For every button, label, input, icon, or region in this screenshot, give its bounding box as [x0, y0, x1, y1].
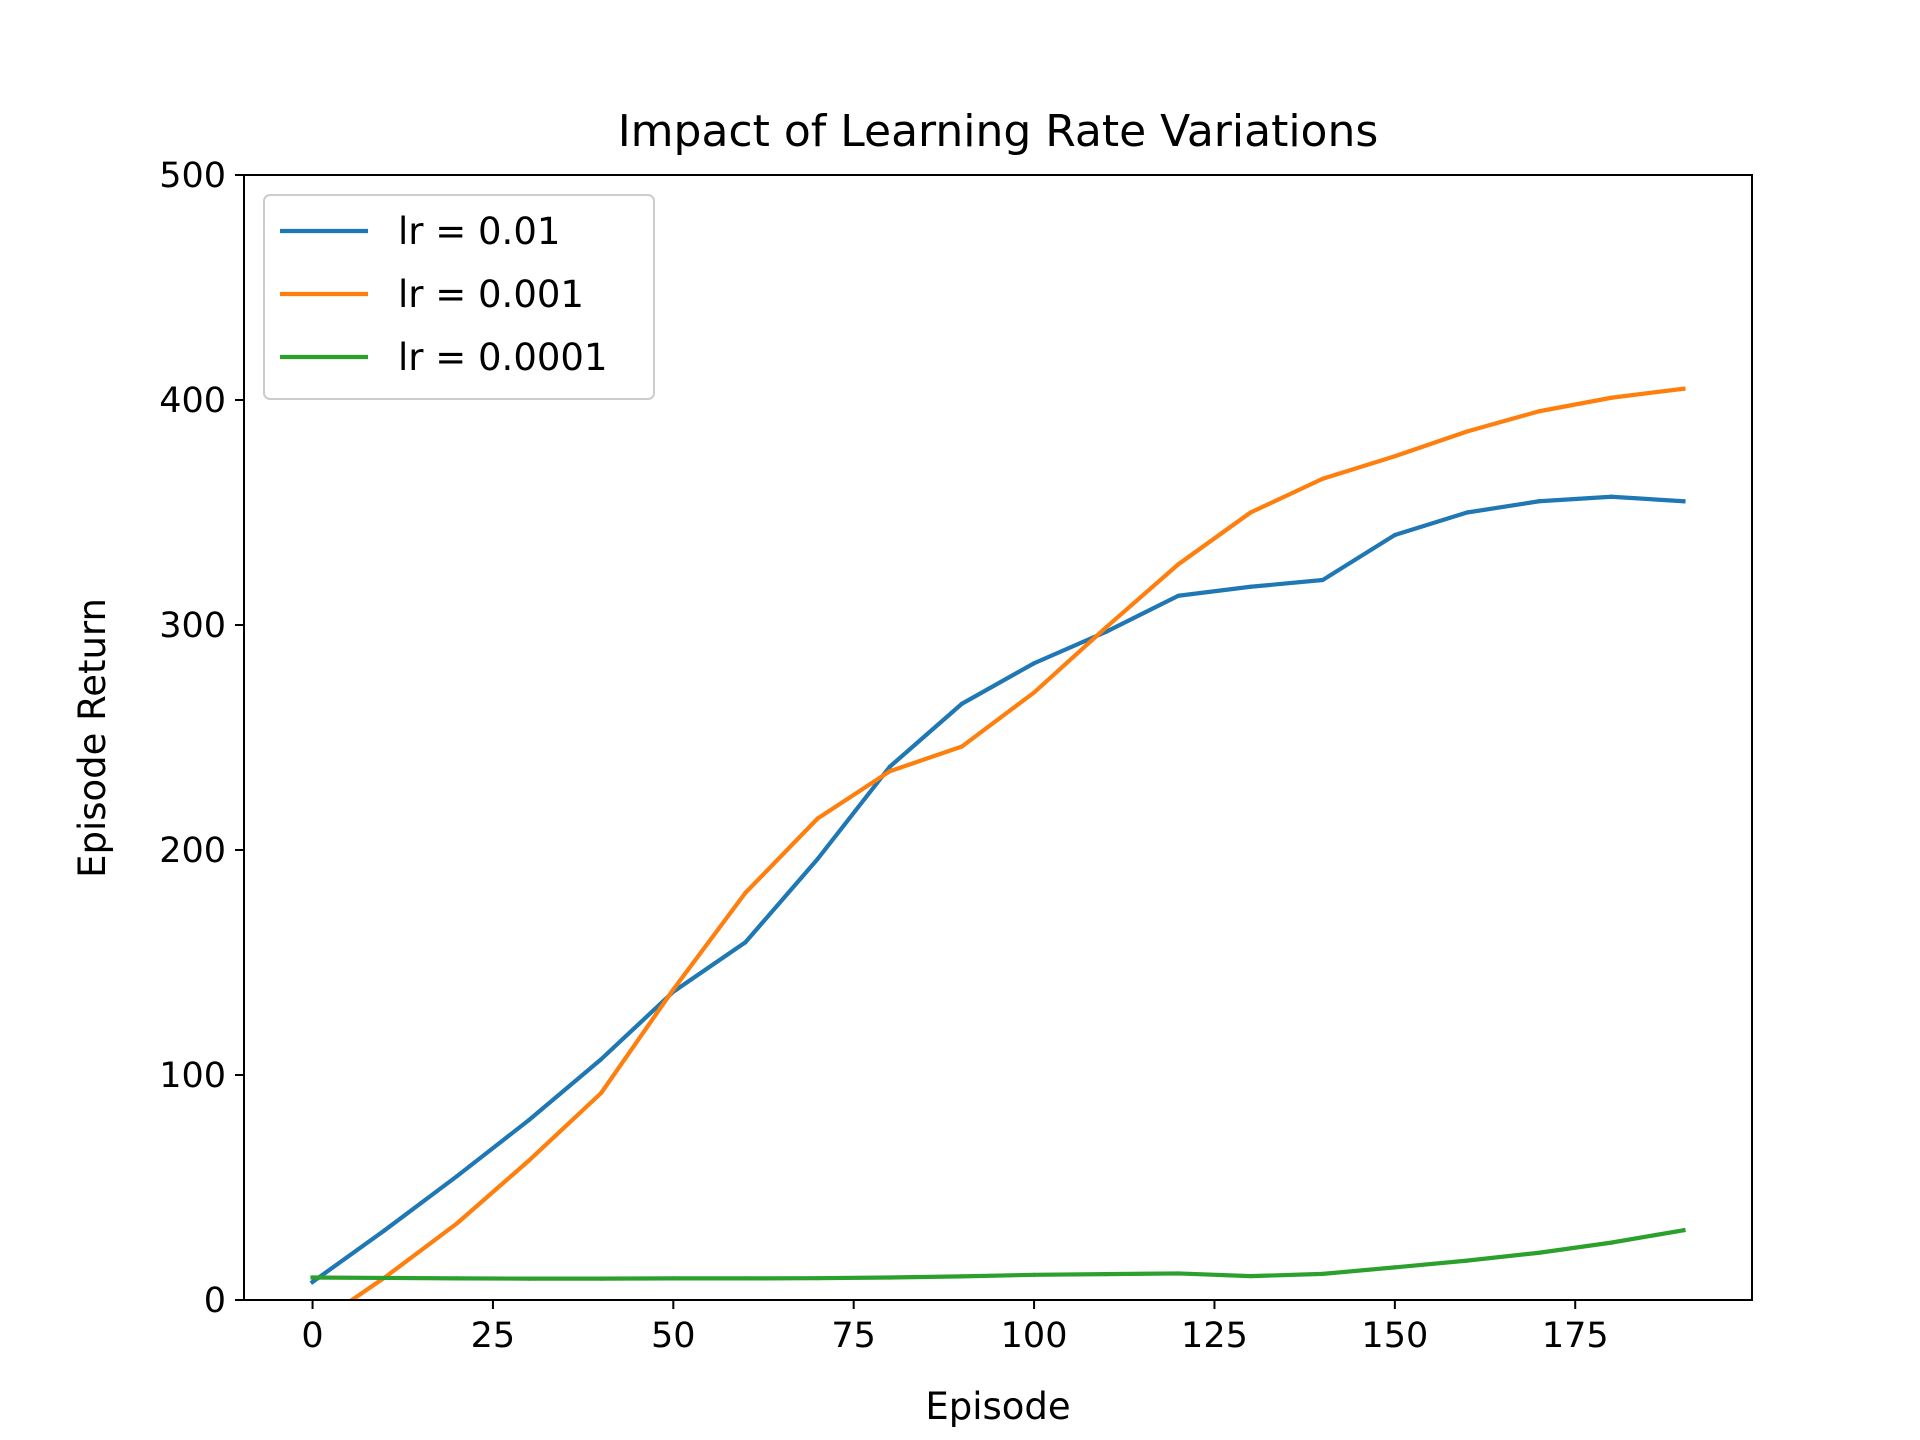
x-tick-label: 75	[831, 1316, 876, 1356]
x-tick-label: 100	[1001, 1316, 1068, 1356]
data-point	[1176, 1271, 1181, 1276]
legend-label: lr = 0.001	[398, 273, 584, 316]
x-tick-label: 25	[471, 1316, 516, 1356]
data-point	[526, 1276, 532, 1281]
y-tick-label: 0	[204, 1281, 226, 1321]
legend-label: lr = 0.01	[398, 210, 560, 253]
data-point	[1609, 395, 1614, 400]
y-tick-label: 200	[159, 831, 226, 871]
data-point	[815, 856, 820, 862]
data-point	[1320, 577, 1325, 583]
data-point	[1248, 510, 1253, 515]
data-point	[1176, 593, 1181, 598]
data-point	[1464, 1258, 1470, 1263]
data-point	[526, 1158, 532, 1163]
data-point	[1176, 562, 1181, 567]
data-point	[1681, 1228, 1686, 1233]
y-tick-label: 100	[159, 1056, 226, 1096]
data-point	[1104, 625, 1109, 630]
legend-box	[263, 194, 655, 400]
data-point	[1537, 1250, 1542, 1255]
data-point	[1031, 661, 1037, 666]
x-axis-label: Episode	[925, 1385, 1070, 1428]
legend: lr = 0.01 lr = 0.001 lr = 0.0001	[263, 194, 655, 400]
data-point	[310, 1275, 315, 1280]
data-point	[1248, 1274, 1253, 1279]
y-axis-ticks: 0 100 200 300 400 500	[159, 156, 244, 1321]
series-line-2	[348, 386, 1686, 1300]
data-point	[310, 1279, 315, 1285]
y-tick-label: 400	[159, 381, 226, 421]
data-point	[743, 1276, 748, 1281]
data-point	[454, 1276, 459, 1281]
data-point	[382, 1228, 387, 1233]
data-point	[1392, 532, 1397, 538]
data-point	[743, 890, 748, 895]
data-point	[1681, 499, 1686, 504]
data-point	[671, 1276, 676, 1281]
data-point	[959, 701, 965, 706]
data-point	[1537, 499, 1542, 504]
data-point	[599, 1276, 604, 1281]
data-point	[454, 1221, 459, 1226]
series-line-3	[310, 1227, 1686, 1281]
y-axis-label: Episode Return	[71, 598, 114, 878]
data-point	[1031, 1272, 1037, 1277]
data-point	[671, 987, 676, 992]
series-line-1	[309, 494, 1686, 1285]
series-layer	[309, 386, 1686, 1300]
data-point	[959, 744, 965, 749]
data-point	[1104, 1272, 1109, 1277]
x-tick-label: 150	[1361, 1316, 1428, 1356]
data-point	[599, 1057, 604, 1062]
data-point	[382, 1275, 387, 1281]
x-tick-label: 50	[651, 1316, 696, 1356]
y-tick-label: 300	[159, 606, 226, 646]
x-tick-label: 175	[1542, 1316, 1609, 1356]
data-point	[526, 1117, 532, 1123]
data-point	[1248, 584, 1253, 589]
data-point	[1609, 1240, 1614, 1245]
data-point	[1392, 1265, 1397, 1270]
x-tick-label: 0	[301, 1316, 323, 1356]
legend-label: lr = 0.0001	[398, 336, 607, 379]
x-tick-label: 125	[1181, 1316, 1248, 1356]
data-point	[1464, 510, 1470, 515]
data-point	[1681, 386, 1686, 391]
data-point	[1320, 476, 1325, 481]
data-point	[887, 764, 892, 769]
data-point	[1464, 429, 1470, 434]
chart-title: Impact of Learning Rate Variations	[618, 106, 1379, 157]
data-point	[1609, 494, 1614, 499]
data-point	[959, 1274, 965, 1279]
y-tick-label: 500	[159, 156, 226, 196]
data-point	[454, 1174, 459, 1179]
data-point	[887, 769, 892, 774]
plot-frame	[243, 174, 1753, 1301]
data-point	[1392, 454, 1397, 459]
data-point	[815, 816, 820, 821]
data-point	[743, 940, 748, 945]
x-axis-ticks: 0 25 50 75 100 125 150 175	[301, 1300, 1609, 1356]
data-point	[1320, 1271, 1325, 1276]
data-point	[1537, 409, 1542, 414]
data-point	[599, 1090, 604, 1096]
data-point	[887, 1275, 892, 1280]
data-point	[815, 1276, 820, 1281]
data-point	[1031, 690, 1037, 695]
